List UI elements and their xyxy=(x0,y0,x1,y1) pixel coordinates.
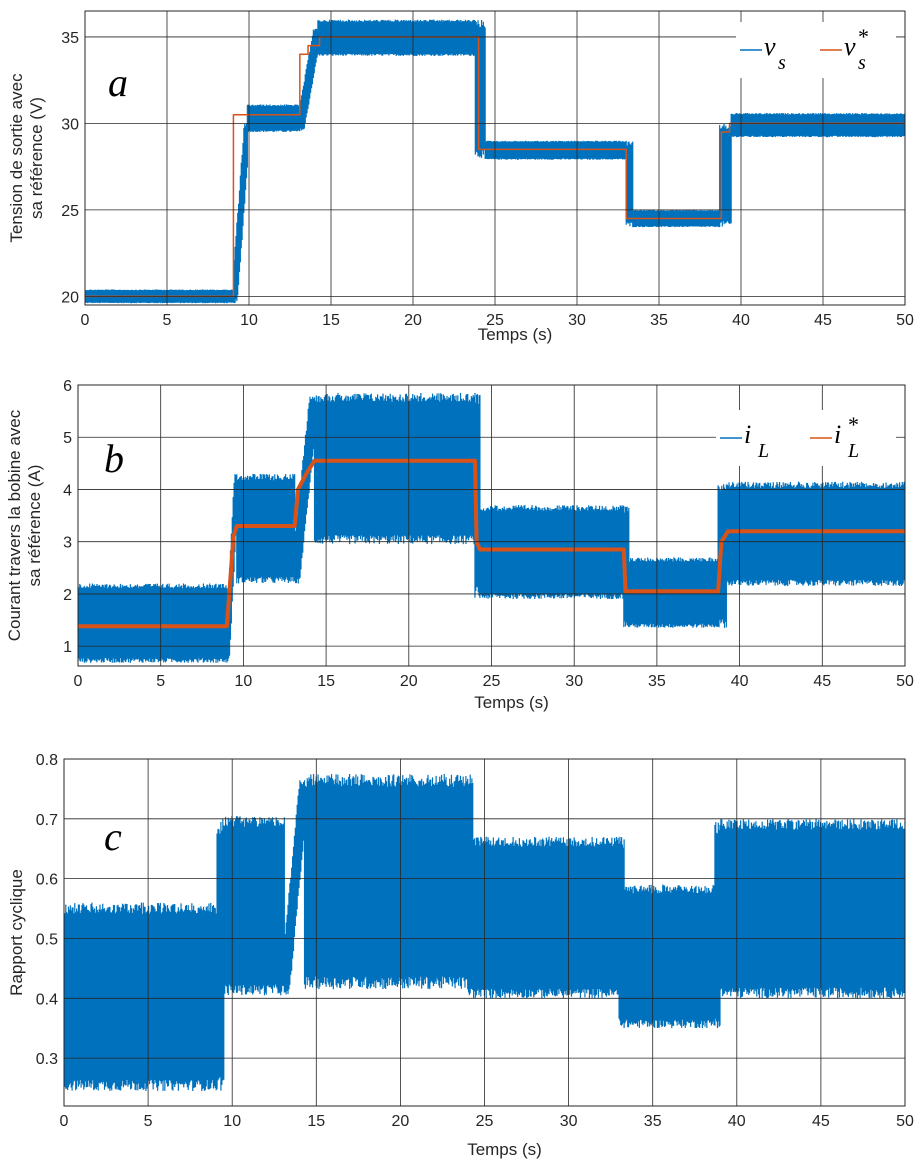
plot-area xyxy=(64,774,905,1092)
x-tick-label: 25 xyxy=(483,673,501,690)
x-tick-label: 20 xyxy=(404,312,422,329)
y-axis-label: Courant travers la bobine avec xyxy=(5,409,24,641)
panel-c: 0 5 10 15 20 25 30 35 40 45 50 0.3 0.4 0.5 0.6 0.7 0.8 Te… xyxy=(7,752,914,1159)
x-tick-label: 15 xyxy=(307,1113,325,1130)
y-tick-label: 0.8 xyxy=(36,752,58,769)
x-axis-label: Temps (s) xyxy=(478,325,553,344)
y-tick-label: 0.3 xyxy=(36,1051,58,1068)
y-tick-label: 0.4 xyxy=(36,991,58,1008)
axes-box xyxy=(77,384,906,667)
x-tick-label: 35 xyxy=(650,312,668,329)
legend-label: i xyxy=(834,420,841,449)
y-axis-label: sa référence (A) xyxy=(25,465,44,587)
legend-label: v xyxy=(844,32,856,61)
x-tick-label: 40 xyxy=(731,673,749,690)
x-tick-label: 25 xyxy=(476,1113,494,1130)
legend-star: * xyxy=(858,24,869,49)
x-tick-label: 45 xyxy=(813,673,831,690)
legend-subscript: L xyxy=(757,440,769,462)
x-tick-label: 30 xyxy=(568,312,586,329)
x-tick-label: 20 xyxy=(400,673,418,690)
x-tick-label: 25 xyxy=(486,312,504,329)
x-tick-label: 50 xyxy=(896,1113,914,1130)
x-tick-label: 15 xyxy=(317,673,335,690)
x-tick-label: 50 xyxy=(896,312,914,329)
y-tick-label: 20 xyxy=(61,289,79,306)
x-tick-label: 0 xyxy=(60,1113,69,1130)
x-tick-label: 50 xyxy=(896,673,914,690)
x-axis-label: Temps (s) xyxy=(474,693,549,712)
x-tick-label: 40 xyxy=(728,1113,746,1130)
x-tick-label: 30 xyxy=(560,1113,578,1130)
y-tick-label: 25 xyxy=(61,203,79,220)
x-axis-label: Temps (s) xyxy=(467,1140,542,1159)
x-tick-label: 20 xyxy=(392,1113,410,1130)
x-tick-label: 15 xyxy=(322,312,340,329)
y-axis-label: sa référence (V) xyxy=(27,97,46,219)
y-axis-label: Tension de sortie avec xyxy=(7,73,26,243)
y-tick-label: 6 xyxy=(63,378,72,395)
legend-star: * xyxy=(848,412,859,437)
x-tick-label: 5 xyxy=(156,673,165,690)
legend-subscript: s xyxy=(778,52,786,74)
y-tick-label: 0.5 xyxy=(36,931,58,948)
x-tick-label: 40 xyxy=(732,312,750,329)
x-tick-label: 45 xyxy=(812,1113,830,1130)
x-tick-label: 10 xyxy=(240,312,258,329)
panel-a: 0 5 10 15 20 25 30 35 40 45 50 20 25 30 35 Temps (s) Ten… xyxy=(7,10,914,344)
series-reference xyxy=(78,458,905,629)
legend-label: v xyxy=(764,32,776,61)
legend-label: i xyxy=(744,420,751,449)
x-tick-label: 5 xyxy=(144,1113,153,1130)
y-tick-label: 35 xyxy=(61,30,79,47)
x-tick-label: 35 xyxy=(648,673,666,690)
x-tick-label: 0 xyxy=(74,673,83,690)
y-axis-label: Rapport cyclique xyxy=(7,869,26,996)
y-tick-label: 2 xyxy=(63,587,72,604)
y-tick-label: 3 xyxy=(63,535,72,552)
y-tick-label: 0.7 xyxy=(36,812,58,829)
plot-area xyxy=(78,392,905,663)
x-tick-label: 0 xyxy=(81,312,90,329)
legend-subscript: s xyxy=(858,52,866,74)
series-measured xyxy=(64,774,905,1092)
x-tick-label: 10 xyxy=(235,673,253,690)
x-tick-label: 10 xyxy=(223,1113,241,1130)
y-tick-label: 5 xyxy=(63,430,72,447)
x-tick-label: 5 xyxy=(163,312,172,329)
x-tick-label: 30 xyxy=(565,673,583,690)
y-tick-label: 1 xyxy=(63,639,72,656)
x-tick-label: 35 xyxy=(644,1113,662,1130)
y-tick-label: 4 xyxy=(63,482,72,499)
panel-letter: c xyxy=(104,814,122,859)
x-tick-label: 45 xyxy=(814,312,832,329)
axes-box xyxy=(63,758,906,1107)
panel-letter: b xyxy=(104,436,124,481)
y-tick-label: 0.6 xyxy=(36,872,58,889)
y-tick-label: 30 xyxy=(61,116,79,133)
axes-box xyxy=(84,10,906,306)
panel-letter: a xyxy=(108,60,128,105)
legend-subscript: L xyxy=(847,440,859,462)
